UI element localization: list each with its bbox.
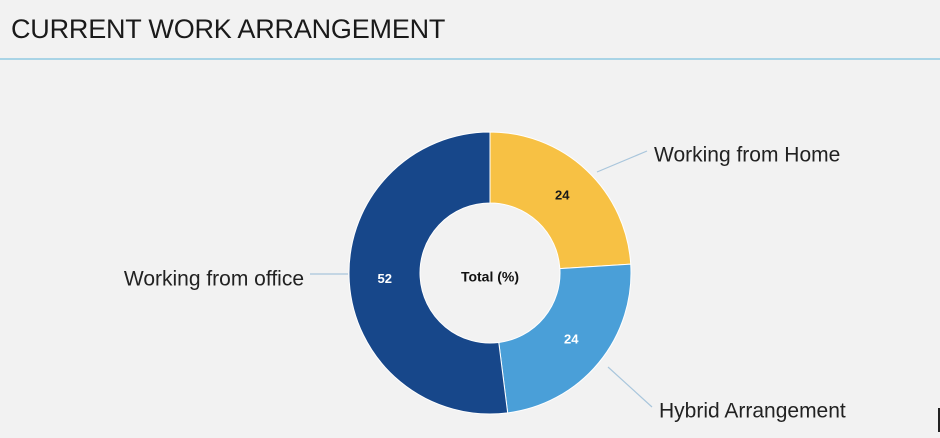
value-label: 52 <box>377 271 391 286</box>
header: CURRENT WORK ARRANGEMENT <box>0 0 940 60</box>
slice-working-from-home <box>489 131 632 270</box>
page-title: CURRENT WORK ARRANGEMENT <box>11 14 446 44</box>
value-label: 24 <box>564 332 579 347</box>
edge-mark <box>938 408 940 432</box>
slice-hybrid-arrangement <box>498 263 632 414</box>
category-label: Hybrid Arrangement <box>659 400 846 423</box>
donut-chart: 24 Working from Home 24 Hybrid Arrangement 5… <box>0 60 940 438</box>
leader-line <box>607 366 653 408</box>
donut-chart-svg: 24 Working from Home 24 Hybrid Arrangement 5… <box>124 131 846 423</box>
value-label: 24 <box>555 188 570 203</box>
center-label: Total (%) <box>461 269 519 285</box>
leader-line <box>596 150 648 173</box>
category-label: Working from Home <box>654 144 840 167</box>
slice-working-from-office <box>348 131 509 415</box>
category-label: Working from office <box>124 268 304 291</box>
